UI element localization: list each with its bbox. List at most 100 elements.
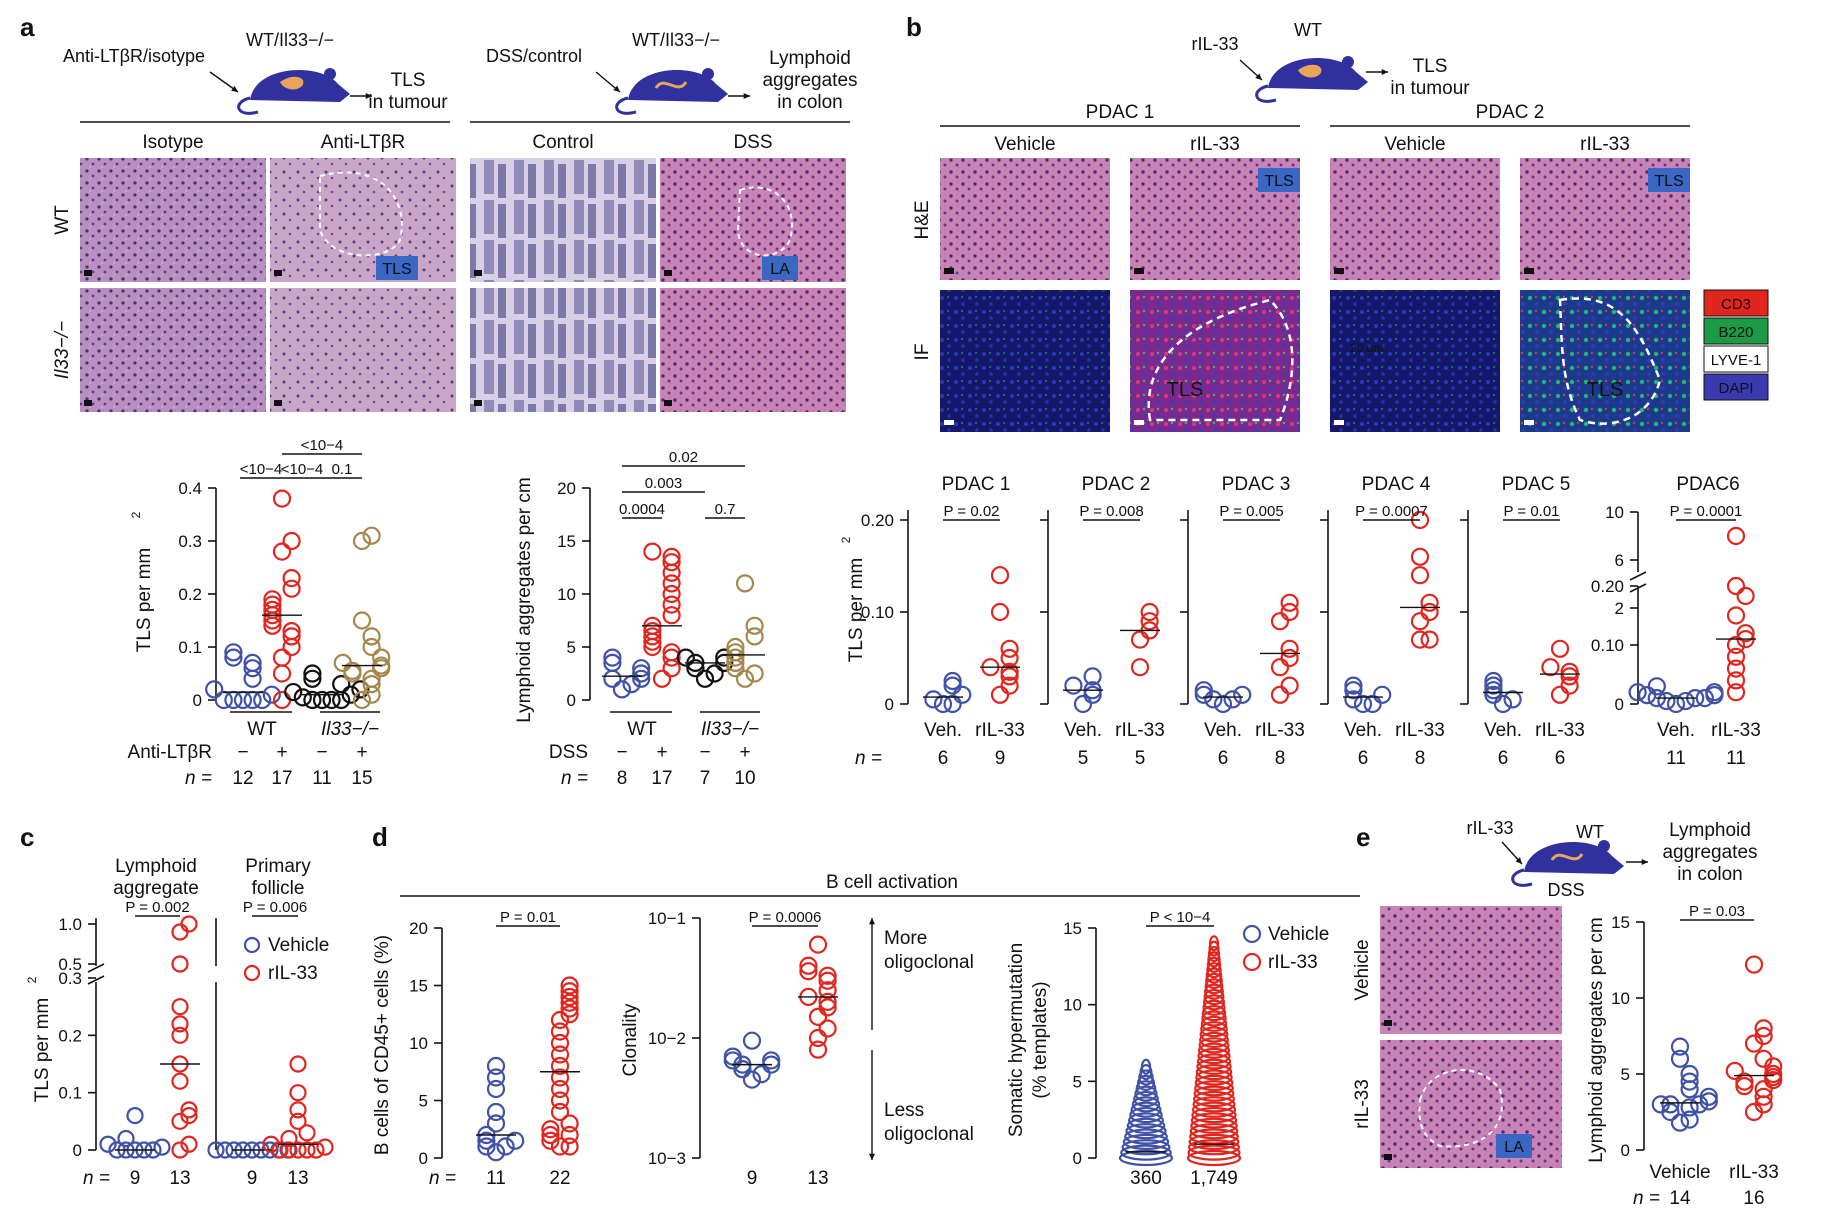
b-pdac3-veh-point <box>1353 694 1373 714</box>
b-he-image-0 <box>940 158 1110 280</box>
a-scale-bar-r1-c0 <box>84 400 92 406</box>
b-pdac4-ril-point <box>1541 658 1560 677</box>
b-col-label-2: Vehicle <box>1384 134 1445 155</box>
b-col-label-3: rIL-33 <box>1580 134 1630 155</box>
e-0-point <box>1651 1095 1670 1114</box>
e-schem-mouse <box>1511 840 1624 887</box>
b-pdac2-veh-point <box>1223 690 1242 709</box>
a-scale-bar-r0-c3 <box>664 270 672 276</box>
a-plot1-1-point <box>272 489 292 508</box>
b-pdac5-ril-point <box>1726 647 1746 666</box>
panel-letter-e: e <box>1356 822 1370 852</box>
b-pdac3-x-veh: Veh. <box>1344 720 1382 741</box>
a-plot1-ytick-label-1: 0.1 <box>178 638 202 657</box>
d-plot3-1-point <box>1191 1101 1237 1118</box>
b-pdac5-veh-point <box>1647 677 1666 696</box>
d-plot1-0-point <box>477 1137 496 1156</box>
d-plot3-1-point <box>1190 1112 1238 1129</box>
a-plot1-n-1: 17 <box>271 768 292 789</box>
e-ytick-label-3: 15 <box>1611 913 1630 932</box>
b-legend-box-3 <box>1703 373 1769 401</box>
d-legend-ril-marker <box>1242 952 1262 972</box>
b-pdac5-p: P = 0.0001 <box>1670 503 1743 520</box>
b-pdac3-veh-point <box>1344 676 1363 695</box>
d-plot2-arrow-down-head <box>868 1153 876 1160</box>
b-he-scale-2 <box>1334 268 1344 274</box>
d-plot3-ytick-label-0: 0 <box>1073 1149 1082 1168</box>
a-image-r1-c1 <box>270 288 456 412</box>
b-pdac3-ril-point <box>1410 612 1430 631</box>
b-if-scale-0 <box>944 420 954 425</box>
b-pdac0-title: PDAC 1 <box>942 474 1011 495</box>
d-plot1-ytick-label-3: 15 <box>409 977 428 996</box>
b-pdac5-title: PDAC6 <box>1676 474 1739 495</box>
a-plot1-1-point <box>263 595 282 614</box>
d-plot1-1-point <box>550 1079 570 1099</box>
d-plot3-1-point <box>1198 1037 1230 1054</box>
a-plot1-2-point <box>284 682 303 702</box>
b-pdac0-veh-point <box>943 671 962 691</box>
b-tag-tls2-box <box>1648 168 1690 192</box>
c-3-point <box>271 1141 289 1159</box>
b-pdac0-veh-point <box>933 694 953 714</box>
b-pdac0-ril-point <box>1000 648 1019 668</box>
b-pdac1-x-ril: rIL-33 <box>1115 720 1165 741</box>
e-schem-arrow-in-head <box>1515 857 1522 864</box>
b-ylabel-sup: 2 <box>839 536 853 543</box>
b-schem-mouse-tail <box>1255 84 1277 103</box>
d-plot1-1-point <box>560 999 579 1018</box>
a-image-r0-c1 <box>270 158 456 282</box>
c-1-point <box>180 1101 198 1119</box>
d-plot3-1-point <box>1186 1149 1242 1167</box>
b-pdac5-n-veh: 11 <box>1666 748 1686 769</box>
b-pdac1-veh-point <box>1064 676 1083 695</box>
a-plot1-n-3: 15 <box>351 768 372 789</box>
b-pdac3-ril-point <box>1420 602 1439 622</box>
b-pdac0-ril-point <box>1000 639 1019 658</box>
b-pdac5-veh-point <box>1628 683 1647 702</box>
a-image-r1-c3 <box>660 288 846 412</box>
b-pdac4-n-ril: 6 <box>1555 748 1566 769</box>
a-plot2-n-label: n = <box>561 768 588 789</box>
b-pdac0-n-ril: 9 <box>995 748 1006 769</box>
a-image-r0-c0 <box>80 158 266 282</box>
a-plot1-ytick-label-3: 0.3 <box>178 532 202 551</box>
d-plot2-n-0: 9 <box>747 1168 758 1189</box>
b-pdac2-p: P = 0.005 <box>1219 503 1283 520</box>
b-he-image-2 <box>1330 158 1500 280</box>
d-plot2-1-point <box>818 981 837 1000</box>
d-plot3-1-point <box>1201 1004 1227 1022</box>
d-plot3-1-point <box>1205 967 1223 984</box>
d-plot3-1-point <box>1206 956 1222 973</box>
b-he-scale-1 <box>1134 268 1144 274</box>
a-plot1-n-label: n = <box>185 768 212 789</box>
b-legend-label-1: B220 <box>1718 324 1753 341</box>
a-plot2-0-point <box>632 669 651 688</box>
a-plot1-3-point <box>352 531 372 551</box>
a-plot1-n-0: 12 <box>232 768 253 789</box>
c-ytick-label-5: 1.0 <box>58 915 82 934</box>
b-pdac5-ytick-label-5: 10 <box>1605 503 1624 522</box>
b-tag-tls1-box <box>1258 168 1300 192</box>
c-2-point <box>207 1141 225 1159</box>
a-tag-tls-box <box>376 256 418 280</box>
b-pdac1-p: P = 0.008 <box>1079 503 1143 520</box>
a-image-r1-c0 <box>80 288 266 412</box>
a-schem2-mouse <box>615 68 728 115</box>
d-plot3-1-point <box>1203 988 1225 1006</box>
a-plot1-1-point <box>282 568 301 588</box>
a-plot1-2-point <box>332 674 351 694</box>
a-plot2-group-0: WT <box>627 719 657 740</box>
d-plot2-0-point <box>742 1031 762 1050</box>
a-plot2-3-point <box>745 664 764 683</box>
a-plot2-n-2: 7 <box>700 768 711 789</box>
b-pdac0-ril-point <box>990 566 1010 585</box>
d-plot2-1-point <box>808 935 828 954</box>
a-schem1-mouse <box>237 68 350 115</box>
b-pdac5-veh-point <box>1676 691 1695 711</box>
a-plot1-0-point <box>224 643 243 662</box>
d-plot1-0-point <box>506 1131 525 1150</box>
b-legend-label-0: CD3 <box>1721 296 1751 313</box>
b-if-scale-2 <box>1334 420 1344 425</box>
a-plot1-0-point <box>243 659 262 678</box>
